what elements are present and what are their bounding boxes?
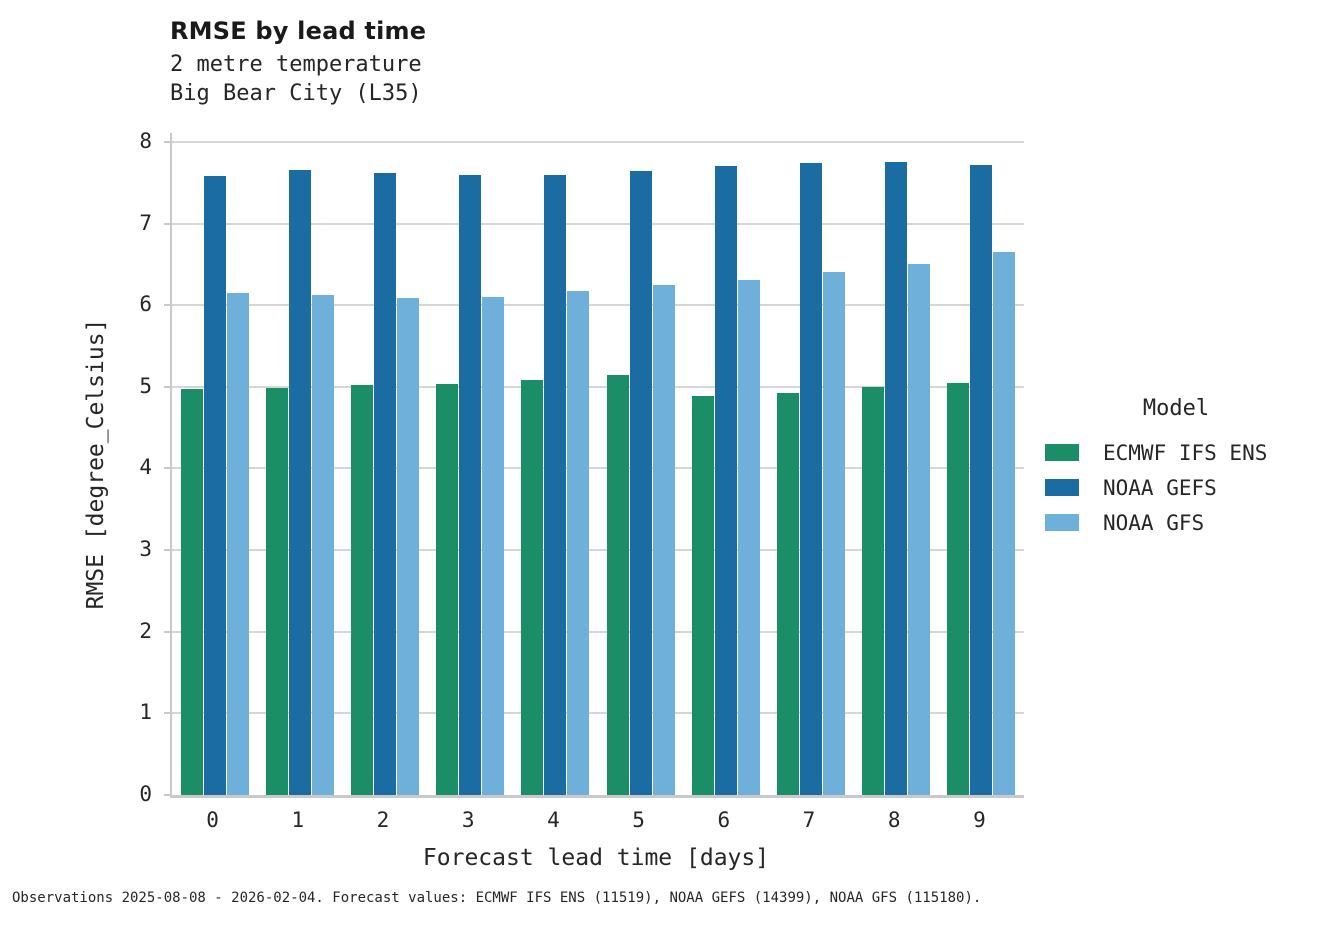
gridline — [172, 630, 1024, 633]
bar-noaa-gefs-day1 — [288, 169, 311, 795]
bar-noaa-gfs-day1 — [311, 295, 334, 795]
chart-subtitle-station: Big Bear City (L35) — [170, 81, 422, 106]
gridline — [172, 222, 1024, 225]
y-tick-mark — [164, 630, 170, 633]
y-tick-label: 2 — [139, 618, 152, 643]
legend-swatch-icon — [1045, 514, 1079, 531]
gridline — [172, 712, 1024, 715]
plot-area — [164, 133, 1024, 798]
chart-title: RMSE by lead time — [170, 17, 427, 45]
legend-item-label: NOAA GEFS — [1103, 475, 1217, 500]
bar-noaa-gfs-day6 — [737, 279, 760, 795]
bar-ecmwf-ifs-ens-day2 — [351, 385, 373, 795]
y-tick-label: 4 — [139, 455, 152, 480]
legend-swatch-icon — [1045, 479, 1079, 496]
x-tick-label: 0 — [206, 808, 219, 832]
bar-noaa-gfs-day7 — [823, 271, 845, 795]
bar-ecmwf-ifs-ens-day6 — [691, 395, 714, 795]
bar-noaa-gfs-day9 — [993, 252, 1016, 795]
legend-item-ecmwf-ifs-ens: ECMWF IFS ENS — [1045, 435, 1307, 470]
gridline — [172, 549, 1024, 552]
bar-noaa-gefs-day9 — [970, 164, 993, 795]
y-tick-label: 5 — [139, 373, 152, 398]
y-tick-mark — [164, 304, 170, 307]
bar-noaa-gefs-day8 — [885, 162, 908, 795]
x-tick-label: 5 — [632, 808, 645, 832]
bar-noaa-gefs-day3 — [459, 174, 482, 795]
bar-noaa-gfs-day2 — [397, 297, 419, 795]
legend-item-label: NOAA GFS — [1103, 510, 1205, 535]
y-tick-label: 0 — [139, 782, 152, 806]
legend-item-label: ECMWF IFS ENS — [1103, 440, 1268, 465]
bar-ecmwf-ifs-ens-day9 — [947, 382, 970, 795]
y-tick-mark — [164, 222, 170, 225]
bar-noaa-gefs-day6 — [714, 165, 737, 795]
x-tick-label: 9 — [973, 808, 986, 832]
x-tick-label: 4 — [547, 808, 560, 832]
bar-ecmwf-ifs-ens-day5 — [606, 374, 629, 795]
chart-subtitle-variable: 2 metre temperature — [170, 52, 422, 77]
legend-item-noaa-gefs: NOAA GEFS — [1045, 470, 1307, 505]
bar-noaa-gefs-day0 — [203, 176, 226, 795]
bar-noaa-gfs-day5 — [652, 284, 675, 795]
x-axis-label: Forecast lead time [days] — [422, 845, 770, 871]
bar-noaa-gfs-day4 — [567, 290, 590, 795]
y-tick-label: 8 — [139, 128, 152, 153]
legend-items: ECMWF IFS ENS NOAA GEFS NOAA GFS — [1045, 435, 1307, 540]
bar-ecmwf-ifs-ens-day3 — [436, 384, 459, 795]
legend: Model ECMWF IFS ENS NOAA GEFS NOAA GFS — [1045, 396, 1307, 540]
gridline — [172, 140, 1024, 143]
bar-noaa-gfs-day8 — [908, 264, 931, 795]
y-tick-mark — [164, 385, 170, 388]
x-tick-label: 1 — [291, 808, 305, 832]
bar-ecmwf-ifs-ens-day7 — [777, 392, 799, 795]
bar-ecmwf-ifs-ens-day0 — [180, 389, 203, 795]
gridline — [172, 385, 1024, 388]
bar-noaa-gefs-day7 — [800, 163, 822, 795]
bar-noaa-gefs-day5 — [629, 170, 652, 795]
y-tick-label: 6 — [139, 292, 152, 317]
gridline — [172, 467, 1024, 470]
bar-noaa-gfs-day0 — [226, 293, 249, 795]
bar-ecmwf-ifs-ens-day8 — [862, 386, 885, 795]
bar-ecmwf-ifs-ens-day1 — [265, 387, 288, 795]
y-tick-label: 1 — [139, 700, 152, 725]
x-tick-label: 8 — [887, 808, 901, 832]
x-tick-label: 7 — [802, 808, 816, 832]
x-tick-label: 2 — [376, 808, 390, 832]
y-tick-mark — [164, 140, 170, 143]
y-tick-mark — [164, 549, 170, 552]
gridline — [172, 304, 1024, 307]
bar-noaa-gefs-day4 — [544, 174, 567, 795]
y-tick-mark — [164, 712, 170, 715]
bar-noaa-gfs-day3 — [482, 297, 505, 795]
y-tick-label: 3 — [139, 537, 152, 562]
x-tick-label: 6 — [717, 808, 731, 832]
caption: Observations 2025-08-08 - 2026-02-04. Fo… — [12, 890, 982, 906]
x-tick-label: 3 — [461, 808, 475, 832]
legend-title: Model — [1142, 396, 1210, 421]
y-tick-mark — [164, 794, 170, 796]
bar-noaa-gefs-day2 — [374, 173, 396, 795]
legend-item-noaa-gfs: NOAA GFS — [1045, 505, 1307, 540]
legend-swatch-icon — [1045, 444, 1079, 461]
y-tick-label: 7 — [139, 210, 152, 235]
y-tick-mark — [164, 467, 170, 470]
bar-ecmwf-ifs-ens-day4 — [521, 380, 544, 795]
